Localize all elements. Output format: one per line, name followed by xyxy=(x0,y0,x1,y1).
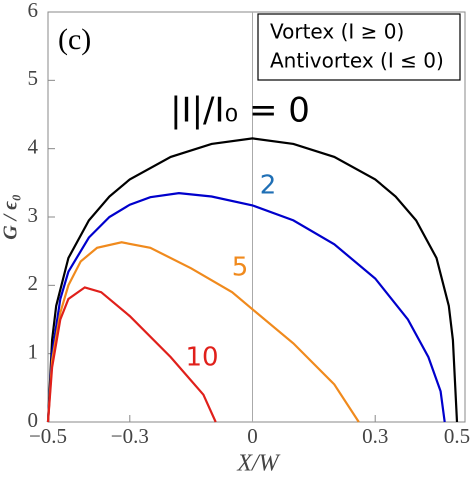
series-line xyxy=(46,241,360,423)
y-tick-label: 2 xyxy=(28,271,39,295)
legend-text: Antivortex (I ≤ 0) xyxy=(270,49,444,73)
y-tick-label: 1 xyxy=(28,339,39,363)
y-tick-label: 0 xyxy=(28,408,39,432)
x-tick-label: 0.3 xyxy=(362,424,388,448)
series-line xyxy=(46,286,217,423)
x-axis-label: X/W xyxy=(236,451,280,477)
y-tick-label: 4 xyxy=(28,134,39,158)
series-label: 5 xyxy=(232,253,249,283)
series-line xyxy=(46,137,459,423)
x-tick-label: −0.5 xyxy=(29,424,67,448)
series-label: |I|/I₀ = 0 xyxy=(170,91,310,131)
legend-text: Vortex (I ≥ 0) xyxy=(270,20,404,44)
y-tick-label: 5 xyxy=(28,66,39,90)
x-tick-label: −0.3 xyxy=(111,424,149,448)
x-tick-label: 0 xyxy=(247,424,258,448)
legend-box xyxy=(257,13,461,81)
y-tick-label: 6 xyxy=(28,0,39,22)
y-axis-label: G / ϵ₀ xyxy=(0,194,22,240)
series-line xyxy=(46,191,446,423)
series-label: 2 xyxy=(260,171,277,201)
x-tick-label: 0.5 xyxy=(444,424,470,448)
series-label: 10 xyxy=(185,343,218,373)
y-tick-label: 3 xyxy=(28,203,39,227)
panel-label: (c) xyxy=(58,23,91,56)
